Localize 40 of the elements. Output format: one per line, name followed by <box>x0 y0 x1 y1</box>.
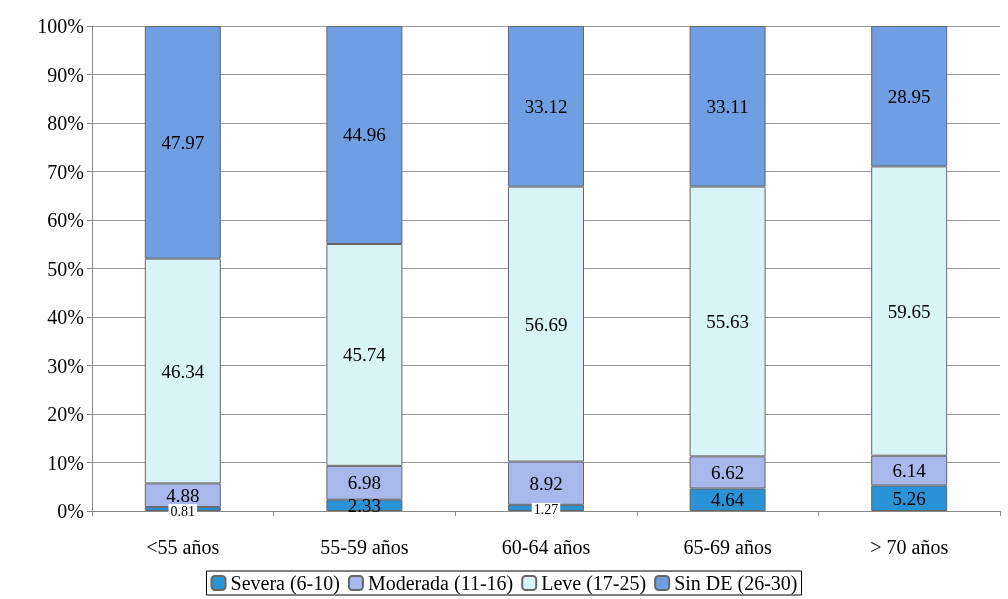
data-label: 44.96 <box>343 124 386 146</box>
data-label: 46.34 <box>161 360 205 382</box>
data-label: 59.65 <box>887 300 931 322</box>
y-tick-label: 50% <box>47 257 84 280</box>
x-tick-label: > 70 años <box>870 536 949 558</box>
data-label: 28.95 <box>887 85 931 107</box>
legend-label: Moderada (11-16) <box>367 572 514 595</box>
data-label: 1.27 <box>533 502 559 518</box>
data-label: 4.88 <box>166 484 200 506</box>
x-tick-label: 55-59 años <box>320 536 409 558</box>
data-label: 6.62 <box>710 461 745 483</box>
y-tick-label: 60% <box>47 209 84 231</box>
data-label: 33.12 <box>524 95 568 117</box>
legend-label: Leve (17-25) <box>541 572 647 595</box>
data-label: 6.98 <box>347 472 382 494</box>
data-label: 47.97 <box>161 131 205 153</box>
data-label: 2.33 <box>347 494 382 516</box>
legend-label: Sin DE (26-30) <box>674 572 798 595</box>
data-label: 45.74 <box>343 344 387 366</box>
data-label: 8.92 <box>529 472 563 494</box>
y-tick-label: 70% <box>47 160 84 183</box>
data-label: 33.11 <box>706 95 749 117</box>
data-label: 6.14 <box>892 460 927 482</box>
data-label: 56.69 <box>524 313 568 335</box>
y-tick-label: 0% <box>57 500 84 522</box>
y-tick-label: 40% <box>47 306 84 328</box>
y-tick-label: 100% <box>37 15 84 37</box>
x-tick-label: 65-69 años <box>683 536 772 558</box>
data-label: 5.26 <box>892 487 926 509</box>
y-tick-label: 90% <box>47 63 84 86</box>
y-tick-label: 10% <box>47 451 84 474</box>
legend-label: Severa (6-10) <box>230 572 340 595</box>
y-tick-label: 20% <box>47 403 84 425</box>
data-label: 55.63 <box>706 310 749 332</box>
x-tick-label: 60-64 años <box>501 536 591 558</box>
x-tick-label: <55 años <box>146 536 220 558</box>
y-tick-label: 30% <box>47 354 84 377</box>
data-label: 4.64 <box>710 489 745 511</box>
y-tick-label: 80% <box>47 112 84 134</box>
data-label: 0.81 <box>170 503 196 519</box>
